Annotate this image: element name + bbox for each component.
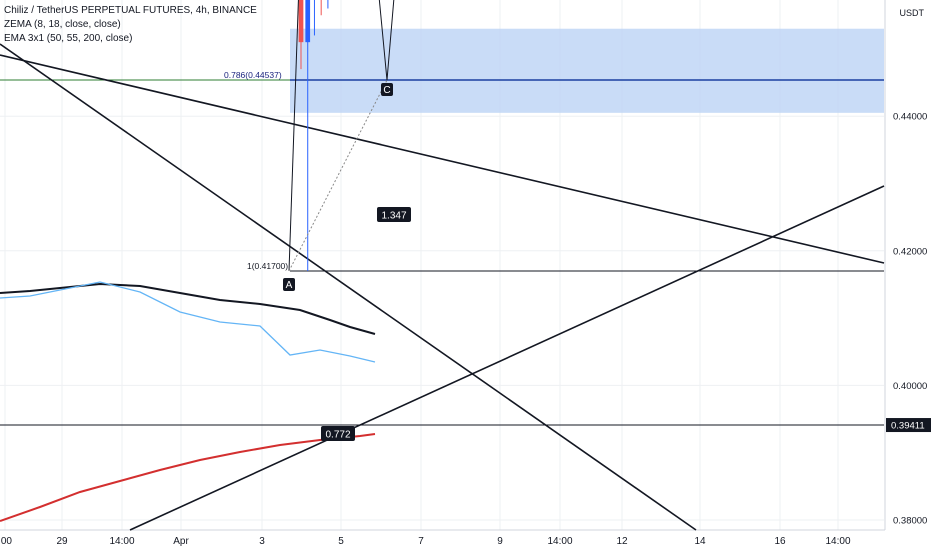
candle-body <box>298 0 304 43</box>
indicator-zema: ZEMA (8, 18, close, close) <box>4 19 121 30</box>
time-tick-label: :00 <box>0 536 12 547</box>
time-tick-label: 14:00 <box>825 536 850 547</box>
harmonic-point-label: A <box>286 280 293 291</box>
time-tick-label: 9 <box>497 536 503 547</box>
time-tick-label: 14:00 <box>109 536 134 547</box>
time-tick-label: 7 <box>418 536 424 547</box>
zema-line <box>0 281 376 363</box>
time-tick-label: 12 <box>616 536 628 547</box>
candle-body <box>305 0 311 43</box>
trendline-upper <box>0 54 885 264</box>
time-tick-label: 14:00 <box>547 536 572 547</box>
harmonic-leg-ab <box>288 0 299 272</box>
time-tick-label: 14 <box>694 536 706 547</box>
price-tick-label: 0.40000 <box>893 381 927 392</box>
harmonic-ratio-box <box>377 207 411 222</box>
harmonic-point-marker <box>283 277 295 291</box>
trendline-ascending <box>129 185 885 531</box>
ema-50-line <box>0 282 376 335</box>
chart-legend: Chiliz / TetherUS PERPETUAL FUTURES, 4h,… <box>4 4 257 46</box>
price-tick-label: 0.38000 <box>893 516 927 527</box>
level-badge <box>886 418 931 433</box>
level-badge-label: 0.39411 <box>891 421 925 432</box>
price-tick-label: 0.42000 <box>893 246 927 257</box>
price-axis-bg <box>885 0 932 530</box>
target-zone <box>290 28 884 113</box>
time-tick-label: 29 <box>56 536 68 547</box>
fib-label: 1(0.41700) <box>247 261 288 271</box>
harmonic-point-marker <box>381 83 393 97</box>
currency-label: USDT <box>899 8 925 18</box>
harmonic-point-label: C <box>383 85 390 96</box>
harmonic-ratio-label: 0.772 <box>325 430 350 441</box>
time-tick-label: 16 <box>774 536 786 547</box>
harmonic-ratio-box <box>321 426 355 441</box>
fib-label: 0.786(0.44537) <box>224 70 282 80</box>
indicator-ema: EMA 3x1 (50, 55, 200, close) <box>4 33 133 44</box>
time-tick-label: Apr <box>173 536 189 547</box>
ema-200-line <box>0 433 376 522</box>
harmonic-ratio-label: 1.347 <box>381 211 406 222</box>
price-tick-label: 0.44000 <box>893 112 927 123</box>
time-tick-label: 3 <box>259 536 265 547</box>
time-tick-label: 5 <box>338 536 344 547</box>
chart-title: Chiliz / TetherUS PERPETUAL FUTURES, 4h,… <box>4 5 257 16</box>
trendline-descending <box>0 43 697 531</box>
